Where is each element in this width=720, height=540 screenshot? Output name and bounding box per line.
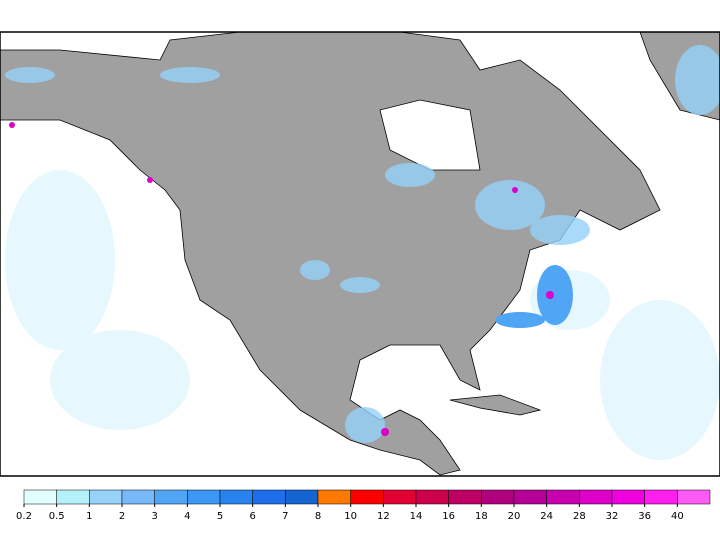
heavy-precip [495,265,573,328]
colorbar-label: 6 [249,511,255,522]
colorbar-swatch [481,489,515,505]
colorbar-swatch [546,489,580,505]
colorbar-swatch [677,489,711,505]
colorbar: 0.2 0.5 1 2 3 4 5 6 7 8 10 12 14 16 18 20 24 28 32 36 40 [16,489,711,522]
colorbar-swatch [644,489,678,505]
map [0,31,720,477]
colorbar-swatch [252,489,286,505]
colorbar-swatch [219,489,253,505]
colorbar-swatch [415,489,449,505]
colorbar-swatch [23,489,57,505]
colorbar-label: 24 [540,511,553,522]
colorbar-label: 2 [119,511,125,522]
colorbar-swatch [154,489,188,505]
colorbar-label: 14 [410,511,423,522]
colorbar-swatch [89,489,123,505]
colorbar-label: 12 [377,511,390,522]
colorbar-label: 32 [606,511,619,522]
colorbar-swatch [187,489,221,505]
colorbar-label: 28 [573,511,586,522]
colorbar-label: 0.2 [16,511,32,522]
colorbar-label: 8 [315,511,321,522]
colorbar-swatch [317,489,351,505]
colorbar-label: 16 [442,511,455,522]
hudson-bay [379,99,481,171]
colorbar-label: 3 [151,511,157,522]
colorbar-swatch [448,489,482,505]
colorbar-swatch [121,489,155,505]
colorbar-label: 40 [671,511,684,522]
extreme-precip [9,122,554,436]
colorbar-label: 10 [344,511,357,522]
colorbar-swatch [285,489,319,505]
colorbar-label: 0.5 [49,511,65,522]
colorbar-label: 36 [638,511,651,522]
colorbar-label: 1 [86,511,92,522]
colorbar-swatch [579,489,613,505]
colorbar-swatch [350,489,384,505]
colorbar-label: 5 [217,511,223,522]
colorbar-label: 20 [508,511,521,522]
colorbar-swatch [383,489,417,505]
map-frame [0,31,720,477]
ocean-precip [5,170,720,460]
colorbar-swatch [56,489,90,505]
colorbar-label: 4 [184,511,190,522]
colorbar-swatch [513,489,547,505]
land [0,31,661,476]
colorbar-label: 7 [282,511,288,522]
cuba [449,394,542,416]
land-precip [5,45,720,443]
colorbar-label: 18 [475,511,488,522]
colorbar-swatch [611,489,645,505]
